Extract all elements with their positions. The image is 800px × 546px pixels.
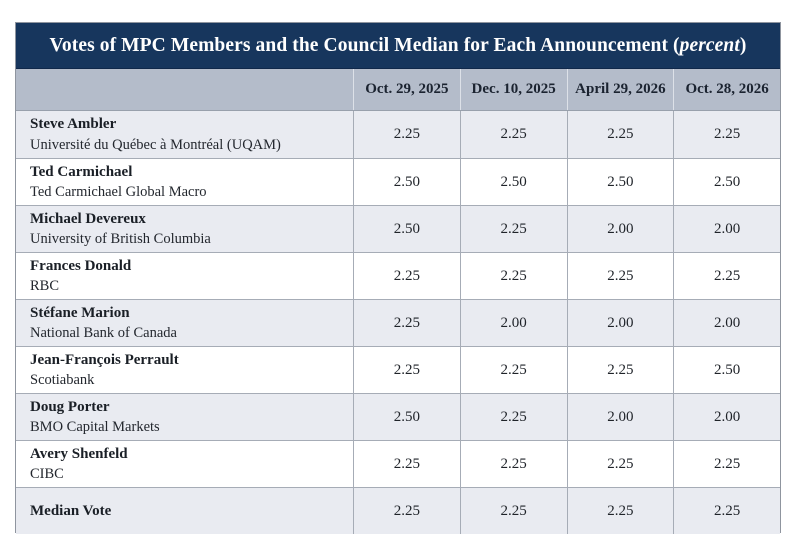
member-cell: Frances Donald RBC: [16, 253, 353, 299]
member-affiliation: University of British Columbia: [30, 231, 211, 248]
median-vote-value: 2.25: [673, 488, 780, 534]
member-cell: Steve Ambler Université du Québec à Mont…: [16, 111, 353, 158]
member-name: Doug Porter: [30, 398, 110, 415]
table-title: Votes of MPC Members and the Council Med…: [49, 34, 747, 56]
vote-value: 2.25: [566, 253, 674, 299]
member-cell: Ted Carmichael Ted Carmichael Global Mac…: [16, 159, 353, 205]
column-header-row: Oct. 29, 2025 Dec. 10, 2025 April 29, 20…: [16, 69, 780, 111]
vote-value: 2.00: [673, 394, 780, 440]
vote-value: 2.50: [353, 394, 460, 440]
member-affiliation: Université du Québec à Montréal (UQAM): [30, 136, 281, 153]
vote-value: 2.50: [673, 159, 780, 205]
vote-value: 2.25: [673, 441, 780, 487]
table-body: Steve Ambler Université du Québec à Mont…: [16, 111, 780, 534]
member-name: Jean-François Perrault: [30, 351, 179, 368]
vote-value: 2.25: [459, 206, 567, 252]
column-header-date-3: April 29, 2026: [566, 69, 674, 110]
corner-cell: [16, 69, 353, 110]
vote-value: 2.50: [353, 159, 460, 205]
member-affiliation: BMO Capital Markets: [30, 419, 160, 436]
median-vote-label: Median Vote: [30, 502, 112, 519]
vote-value: 2.00: [566, 394, 674, 440]
median-vote-value: 2.25: [566, 488, 674, 534]
table-title-bar: Votes of MPC Members and the Council Med…: [16, 23, 780, 69]
vote-value: 2.25: [459, 111, 567, 158]
vote-value: 2.25: [673, 111, 780, 158]
vote-value: 2.00: [673, 206, 780, 252]
vote-value: 2.50: [673, 347, 780, 393]
member-affiliation: RBC: [30, 278, 60, 295]
vote-value: 2.25: [566, 111, 674, 158]
member-affiliation: National Bank of Canada: [30, 325, 177, 342]
member-affiliation: Ted Carmichael Global Macro: [30, 184, 207, 201]
median-vote-row: Median Vote 2.25 2.25 2.25 2.25: [16, 487, 780, 534]
member-affiliation: CIBC: [30, 466, 64, 483]
table-row: Ted Carmichael Ted Carmichael Global Mac…: [16, 158, 780, 205]
member-cell: Doug Porter BMO Capital Markets: [16, 394, 353, 440]
table-row: Frances Donald RBC 2.25 2.25 2.25 2.25: [16, 252, 780, 299]
member-name: Steve Ambler: [30, 116, 117, 133]
vote-value: 2.25: [673, 253, 780, 299]
vote-value: 2.25: [353, 300, 460, 346]
member-name: Stéfane Marion: [30, 304, 130, 321]
vote-value: 2.00: [459, 300, 567, 346]
vote-value: 2.25: [353, 111, 460, 158]
table-row: Doug Porter BMO Capital Markets 2.50 2.2…: [16, 393, 780, 440]
column-header-date-2: Dec. 10, 2025: [459, 69, 567, 110]
vote-value: 2.00: [566, 206, 674, 252]
member-affiliation: Scotiabank: [30, 372, 95, 389]
table-row: Jean-François Perrault Scotiabank 2.25 2…: [16, 346, 780, 393]
vote-value: 2.25: [566, 347, 674, 393]
median-vote-value: 2.25: [459, 488, 567, 534]
vote-value: 2.25: [353, 441, 460, 487]
vote-value: 2.50: [566, 159, 674, 205]
table-row: Steve Ambler Université du Québec à Mont…: [16, 111, 780, 158]
member-cell: Jean-François Perrault Scotiabank: [16, 347, 353, 393]
vote-value: 2.25: [459, 394, 567, 440]
median-vote-value: 2.25: [353, 488, 460, 534]
vote-value: 2.50: [353, 206, 460, 252]
vote-value: 2.25: [566, 441, 674, 487]
member-name: Avery Shenfeld: [30, 445, 128, 462]
vote-value: 2.25: [459, 253, 567, 299]
member-name: Ted Carmichael: [30, 163, 133, 180]
vote-value: 2.25: [459, 441, 567, 487]
member-cell: Stéfane Marion National Bank of Canada: [16, 300, 353, 346]
vote-value: 2.25: [353, 253, 460, 299]
column-header-date-4: Oct. 28, 2026: [673, 69, 780, 110]
vote-value: 2.25: [459, 347, 567, 393]
member-name: Frances Donald: [30, 257, 132, 274]
member-name: Michael Devereux: [30, 210, 146, 227]
member-cell: Michael Devereux University of British C…: [16, 206, 353, 252]
vote-value: 2.50: [459, 159, 567, 205]
table-row: Avery Shenfeld CIBC 2.25 2.25 2.25 2.25: [16, 440, 780, 487]
table-row: Stéfane Marion National Bank of Canada 2…: [16, 299, 780, 346]
column-header-date-1: Oct. 29, 2025: [353, 69, 460, 110]
mpc-votes-table: Votes of MPC Members and the Council Med…: [15, 22, 781, 534]
vote-value: 2.00: [673, 300, 780, 346]
member-cell: Avery Shenfeld CIBC: [16, 441, 353, 487]
vote-value: 2.25: [353, 347, 460, 393]
table-row: Michael Devereux University of British C…: [16, 205, 780, 252]
vote-value: 2.00: [566, 300, 674, 346]
